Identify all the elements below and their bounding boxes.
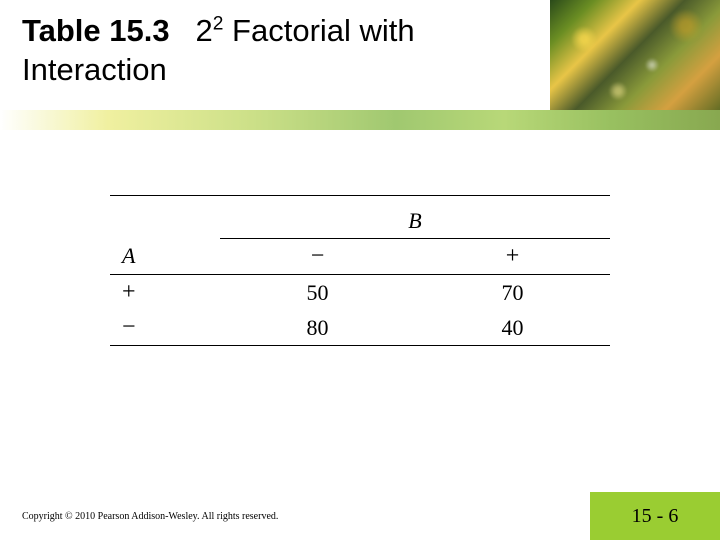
cell-minus-plus: 40 xyxy=(415,310,610,346)
copyright-text: Copyright © 2010 Pearson Addison-Wesley.… xyxy=(22,511,278,522)
factor-b-label: B xyxy=(220,204,610,239)
table-row: − 80 40 xyxy=(110,310,610,346)
title-base: 2 xyxy=(195,13,212,48)
footer-page-block: 15 - 6 xyxy=(590,492,720,540)
factor-a-label: A xyxy=(110,239,220,275)
slide-title: Table 15.3 22 Factorial with Interaction xyxy=(22,12,522,90)
b-level-plus: + xyxy=(415,239,610,275)
b-level-minus: − xyxy=(220,239,415,275)
table-row: + 50 70 xyxy=(110,275,610,311)
a-level-plus: + xyxy=(110,275,220,311)
level-header-row: A − + xyxy=(110,239,610,275)
title-exponent: 2 xyxy=(213,14,224,35)
b-header-row: B xyxy=(110,204,610,239)
cell-plus-plus: 70 xyxy=(415,275,610,311)
table-container: B A − + + 50 70 − 80 40 xyxy=(110,195,610,346)
cell-plus-minus: 50 xyxy=(220,275,415,311)
a-level-minus: − xyxy=(110,310,220,346)
cell-minus-minus: 80 xyxy=(220,310,415,346)
page-number: 15 - 6 xyxy=(632,505,679,528)
header-region: Table 15.3 22 Factorial with Interaction xyxy=(0,0,720,130)
factorial-table: B A − + + 50 70 − 80 40 xyxy=(110,195,610,346)
header-gradient-bar xyxy=(0,110,720,130)
title-space xyxy=(178,13,195,48)
top-rule-row xyxy=(110,196,610,205)
table-number: Table 15.3 xyxy=(22,13,170,48)
